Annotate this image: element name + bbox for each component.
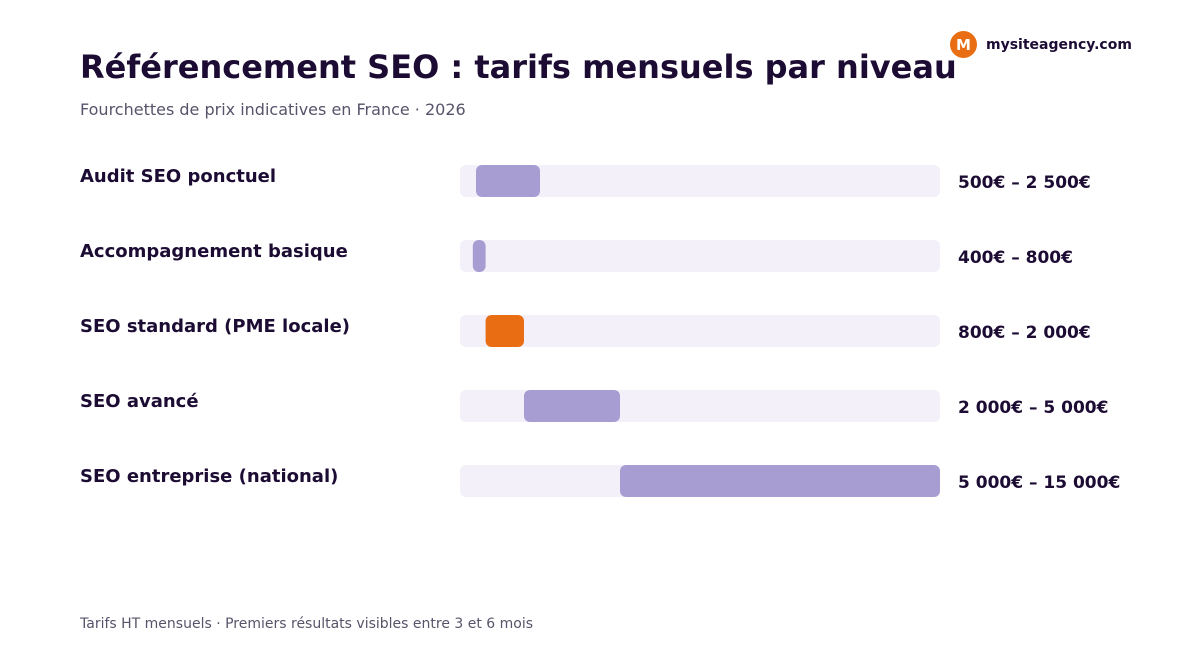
chart-footnote: Tarifs HT mensuels · Premiers résultats … — [80, 616, 534, 632]
value-label: 800€ – 2 000€ — [958, 323, 1091, 343]
value-label: 500€ – 2 500€ — [958, 173, 1091, 193]
chart-title: Référencement SEO : tarifs mensuels par … — [80, 48, 957, 86]
brand-logo-icon: M — [950, 31, 977, 58]
bar-track — [460, 240, 940, 272]
range-bar — [472, 240, 486, 272]
range-bar-chart: Audit SEO ponctuel 500€ – 2 500€ Accompagn… — [80, 165, 1120, 497]
value-label: 400€ – 800€ — [958, 248, 1073, 268]
range-bar — [476, 165, 540, 197]
bar-track — [460, 315, 940, 347]
brand: M mysiteagency.com — [950, 31, 1132, 58]
chart-subtitle: Fourchettes de prix indicatives en Franc… — [80, 100, 466, 119]
bar-track — [460, 165, 940, 197]
range-bar — [524, 390, 620, 422]
range-bar — [620, 465, 940, 497]
range-bar-highlighted — [485, 315, 524, 347]
category-label: SEO entreprise (national) — [80, 466, 338, 487]
category-label: SEO avancé — [80, 391, 199, 412]
value-label: 5 000€ – 15 000€ — [958, 473, 1120, 493]
category-label: Audit SEO ponctuel — [80, 166, 276, 187]
category-label: Accompagnement basique — [80, 241, 348, 262]
value-label: 2 000€ – 5 000€ — [958, 398, 1108, 418]
brand-name[interactable]: mysiteagency.com — [986, 36, 1132, 53]
category-label: SEO standard (PME locale) — [80, 316, 350, 337]
